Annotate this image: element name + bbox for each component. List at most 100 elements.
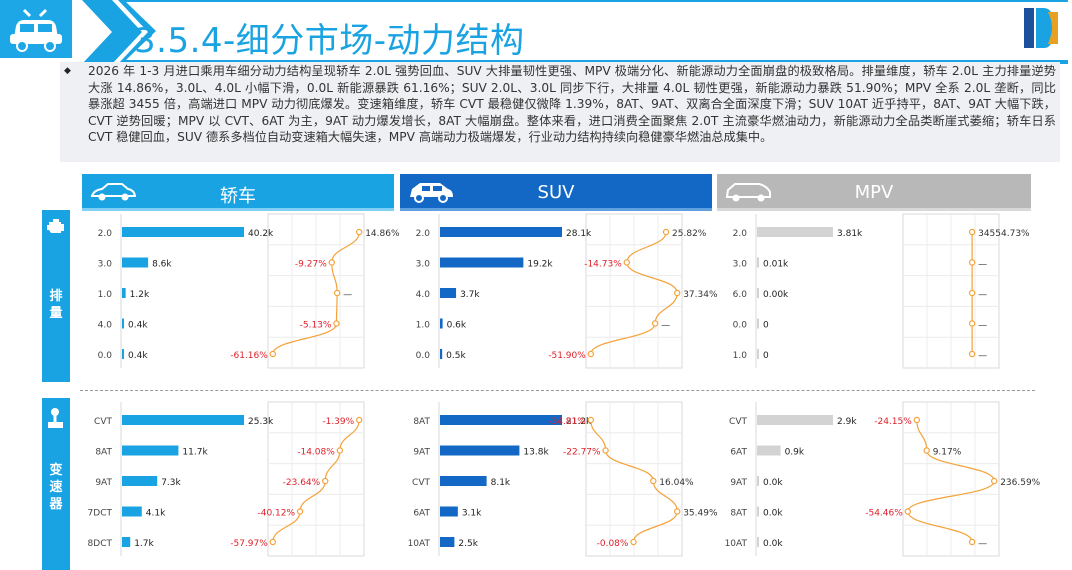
- category-tick-label: 10AT: [725, 539, 748, 549]
- trend-value-label: —: [978, 351, 987, 361]
- bar-value-label: 0.01k: [763, 260, 789, 270]
- bar: [440, 415, 562, 425]
- bar-value-label: 40.2k: [248, 229, 274, 239]
- category-tick-label: 2.0: [416, 229, 431, 239]
- bar: [440, 537, 455, 547]
- bar-value-label: 1.2k: [130, 290, 150, 300]
- bar-value-label: 0.0k: [763, 478, 783, 488]
- transmission-side-label: 变速器: [42, 398, 70, 570]
- category-tick-label: 8DCT: [88, 539, 113, 549]
- trend-value-label: —: [661, 321, 670, 331]
- line-plot-frame: [902, 213, 1000, 369]
- sedan-underline: [82, 208, 394, 211]
- title-band: [82, 0, 1068, 64]
- trend-value-label: -1.39%: [322, 417, 354, 427]
- bar-value-label: 25.3k: [248, 417, 274, 427]
- trend-value-label: -14.73%: [584, 260, 622, 270]
- category-tick-label: 1.0: [416, 321, 431, 331]
- summary-text: 2026 年 1-3 月进口乘用车细分动力结构呈现轿车 2.0L 强势回血、SU…: [88, 64, 1056, 145]
- trend-point: [674, 508, 681, 515]
- category-tick-label: 6AT: [730, 448, 747, 458]
- trend-value-label: 37.34%: [683, 290, 718, 300]
- suv-header: SUV: [400, 174, 712, 210]
- trend-line: [590, 419, 678, 543]
- trend-point: [630, 538, 637, 546]
- logo-icon: [1024, 8, 1058, 48]
- trend-value-label: 236.59%: [1000, 478, 1040, 488]
- bar: [122, 506, 142, 517]
- trend-line: [272, 419, 360, 543]
- trend-point: [968, 228, 976, 236]
- category-tick-label: 8AT: [95, 448, 112, 458]
- bar-value-label: 3.1k: [462, 509, 482, 519]
- trend-value-label: -54.46%: [865, 509, 903, 519]
- bar: [757, 506, 759, 517]
- trend-value-label: -22.77%: [563, 448, 601, 458]
- bar: [122, 415, 244, 425]
- trend-point: [296, 508, 304, 515]
- category-tick-label: 7DCT: [88, 509, 113, 519]
- bar: [757, 349, 759, 359]
- trend-point: [662, 228, 670, 236]
- bar-value-label: 0: [763, 321, 769, 331]
- bar: [440, 349, 443, 359]
- line-plot-frame: [902, 401, 1000, 557]
- line-plot-frame: [267, 401, 365, 557]
- trend-point: [968, 320, 976, 327]
- bar-value-label: 13.8k: [523, 448, 549, 458]
- trend-point: [674, 289, 681, 297]
- trend-point: [322, 477, 329, 485]
- trend-point: [623, 259, 630, 266]
- bar: [440, 257, 524, 268]
- trend-value-label: 9.17%: [933, 448, 962, 458]
- bar: [122, 476, 158, 486]
- trend-point: [923, 447, 930, 454]
- bar: [122, 537, 131, 547]
- bar-value-label: 0.6k: [447, 321, 467, 331]
- bar-value-label: 0: [763, 351, 769, 361]
- trend-value-label: —: [343, 290, 352, 300]
- category-tick-label: 3.0: [98, 260, 113, 270]
- bar-value-label: 0.4k: [128, 321, 148, 331]
- category-tick-label: 8AT: [730, 509, 747, 519]
- trend-value-label: —: [978, 321, 987, 331]
- bar-value-label: 0.4k: [128, 351, 148, 361]
- mpv-icon: [725, 183, 771, 202]
- trend-value-label: 34554.73%: [978, 229, 1030, 239]
- bar: [122, 445, 179, 456]
- trend-point: [913, 416, 920, 424]
- line-plot-frame: [267, 213, 365, 369]
- trend-point: [269, 350, 276, 358]
- bar: [757, 227, 833, 237]
- trend-point: [968, 289, 976, 297]
- bar: [122, 318, 124, 329]
- bar-value-label: 3.7k: [460, 290, 480, 300]
- category-tick-label: 0.0: [98, 351, 113, 361]
- bar: [757, 445, 781, 456]
- bar-value-label: 0.0k: [763, 539, 783, 549]
- bar: [122, 288, 126, 298]
- summary-box: ◆ 2026 年 1-3 月进口乘用车细分动力结构呈现轿车 2.0L 强势回血、…: [60, 62, 1060, 162]
- trend-point: [328, 259, 335, 266]
- bar-value-label: 8.1k: [491, 478, 511, 488]
- bullet-icon: ◆: [64, 66, 71, 76]
- sedan-header: 轿车: [82, 174, 394, 210]
- bar-value-label: 1.7k: [134, 539, 154, 549]
- suv-underline: [400, 208, 712, 211]
- mpv-header: MPV: [717, 174, 1031, 210]
- trend-value-label: 35.49%: [683, 509, 718, 519]
- trend-point: [904, 508, 912, 515]
- trend-value-label: -5.13%: [300, 321, 332, 331]
- bar-value-label: 8.6k: [152, 260, 172, 270]
- category-tick-label: 6AT: [413, 509, 430, 519]
- trend-point: [356, 416, 363, 424]
- bar-value-label: 2.5k: [458, 539, 478, 549]
- category-tick-label: CVT: [412, 478, 430, 488]
- category-tick-label: 2.0: [98, 229, 113, 239]
- bar: [122, 257, 149, 268]
- trend-value-label: 14.86%: [365, 229, 400, 239]
- trend-point: [587, 350, 595, 358]
- trend-point: [991, 477, 998, 485]
- mpv-header-label: MPV: [854, 182, 894, 203]
- bar: [440, 318, 443, 329]
